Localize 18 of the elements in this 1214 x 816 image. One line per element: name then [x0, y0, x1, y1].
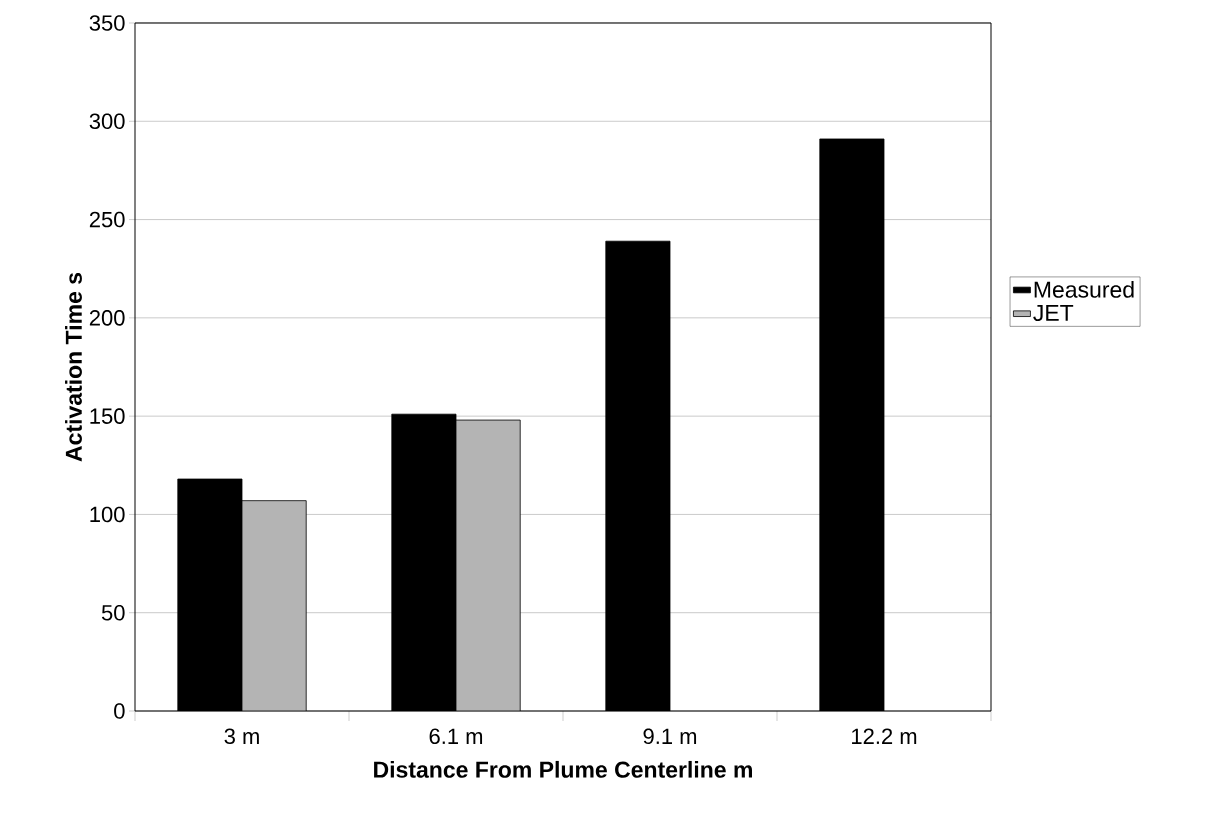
x-tick-label: 12.2 m [852, 728, 917, 744]
bar [241, 500, 307, 711]
x-tick-label: 9.1 m [643, 728, 697, 745]
y-tick-label: 150 [90, 408, 125, 424]
bar [455, 419, 521, 711]
x-tick-label: 3 m [224, 728, 259, 745]
legend-label: JET [1033, 305, 1074, 322]
y-tick-label: 200 [89, 310, 125, 326]
y-tick-label: 350 [89, 15, 125, 31]
x-axis-title: Distance From Plume Centerline m [374, 760, 752, 778]
y-tick-label: 100 [90, 506, 125, 523]
y-axis-title: Activation Time s [65, 272, 82, 462]
x-tick-label: 6.1 m [429, 728, 483, 745]
y-tick-label: 0 [114, 703, 125, 719]
y-tick-label: 300 [89, 113, 125, 130]
y-tick-label: 250 [89, 211, 125, 228]
legend-label: Measured [1034, 280, 1134, 298]
y-tick-label: 50 [101, 604, 125, 621]
